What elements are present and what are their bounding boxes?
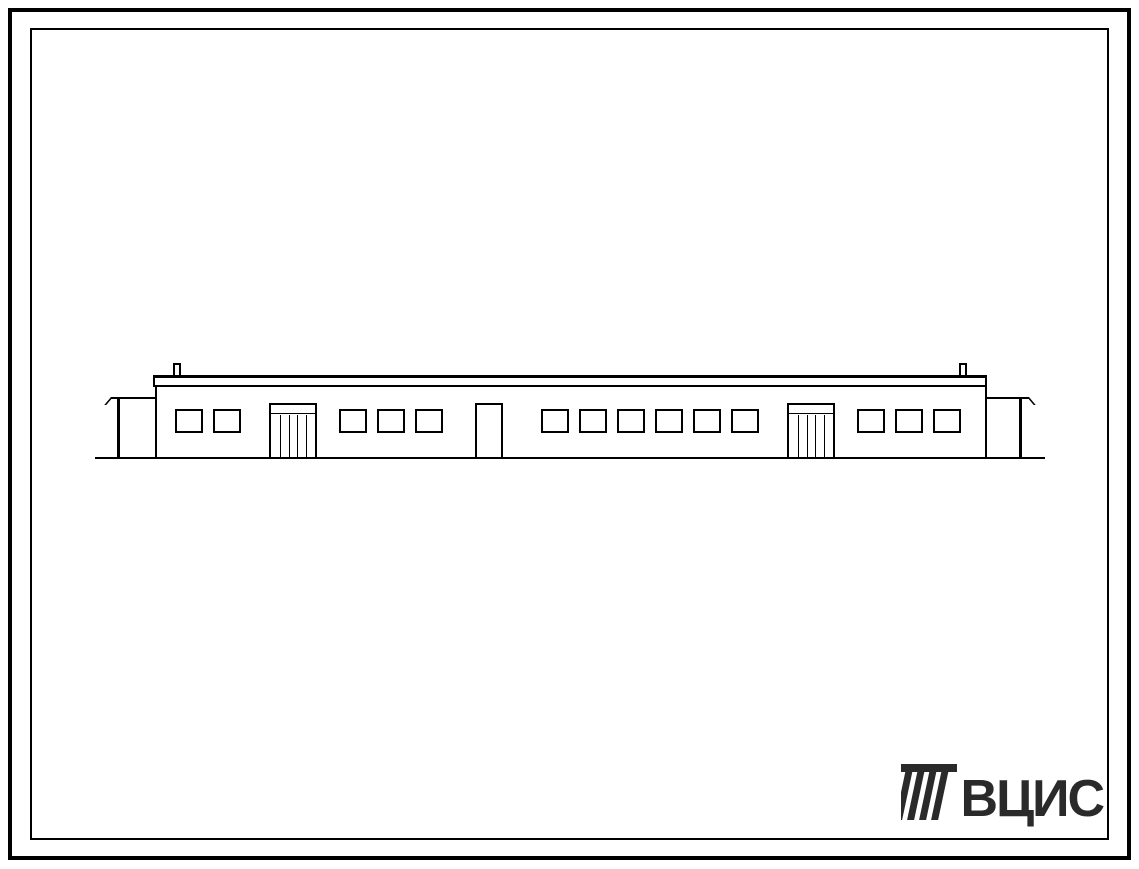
door-2-stripe-3: [815, 415, 816, 457]
right-pillar: [1019, 399, 1022, 457]
door-2: [787, 403, 835, 457]
door-0-stripe-1: [280, 415, 281, 457]
window-3: [377, 409, 405, 433]
roof-fascia-line: [155, 385, 985, 387]
window-8: [655, 409, 683, 433]
right-overhang: [985, 397, 1029, 399]
window-10: [731, 409, 759, 433]
left-overhang-diag: [104, 397, 113, 405]
door-0-toprail: [271, 413, 315, 414]
door-0: [269, 403, 317, 457]
left-pillar: [117, 399, 120, 457]
door-2-stripe-2: [807, 415, 808, 457]
window-7: [617, 409, 645, 433]
door-0-stripe-3: [297, 415, 298, 457]
vcis-logo: ВЦИС: [901, 764, 1103, 833]
wall-bottom: [155, 457, 987, 459]
logo-icon: [901, 764, 957, 833]
window-12: [895, 409, 923, 433]
window-9: [693, 409, 721, 433]
door-1: [475, 403, 503, 457]
right-wing-wall: [985, 397, 987, 457]
right-overhang-diag: [1027, 397, 1036, 405]
door-2-toprail: [789, 413, 833, 414]
window-1: [213, 409, 241, 433]
window-13: [933, 409, 961, 433]
logo-text: ВЦИС: [961, 769, 1103, 829]
roof-top-line: [155, 375, 985, 378]
window-5: [541, 409, 569, 433]
window-4: [415, 409, 443, 433]
window-6: [579, 409, 607, 433]
window-11: [857, 409, 885, 433]
window-0: [175, 409, 203, 433]
door-2-stripe-1: [798, 415, 799, 457]
door-0-stripe-4: [306, 415, 307, 457]
door-2-stripe-4: [824, 415, 825, 457]
left-wing-wall: [155, 397, 157, 457]
window-2: [339, 409, 367, 433]
building-elevation-drawing: [105, 345, 1035, 465]
door-0-stripe-2: [289, 415, 290, 457]
